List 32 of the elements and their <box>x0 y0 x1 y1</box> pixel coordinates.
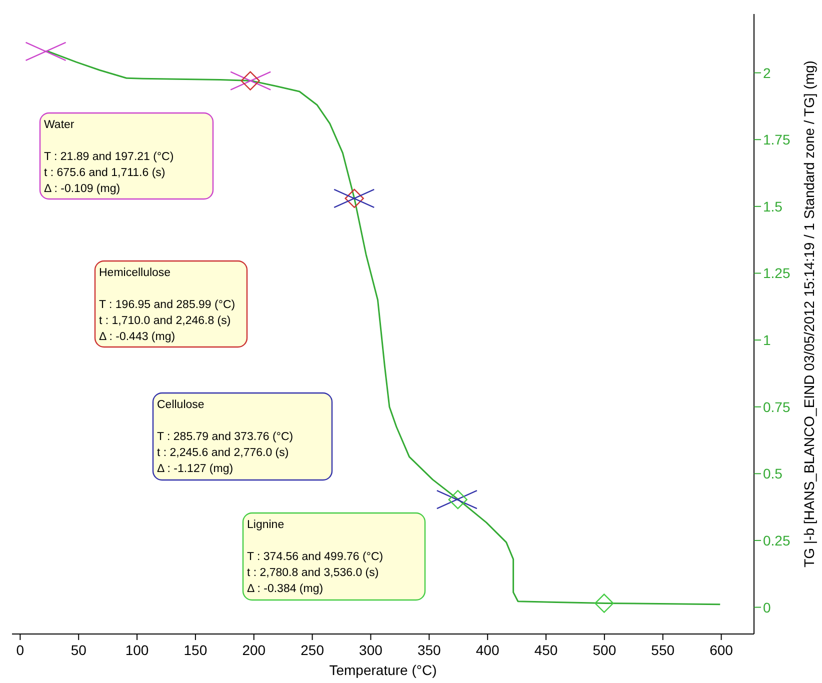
point <box>240 71 260 90</box>
y-tick-label: 1 <box>763 332 771 348</box>
y-tick-label: 1.25 <box>763 265 790 282</box>
text: Cellulose T : 285.79 and 373.76 (°C) t : 2,245.6 and 2,776.0 (s) Δ : -1.127 (mg) <box>157 399 294 475</box>
text: Hemicellulose T : 196.95 and 285.99 (°C) t : 1,710.0 and 2,246.8 (s) Δ : -0.443 (mg) <box>99 267 236 343</box>
x-tick-label: 400 <box>476 642 500 658</box>
x-tick-label: 50 <box>70 642 87 658</box>
x-tick-label: 300 <box>359 642 383 658</box>
text: Water T : 21.89 and 197.21 (°C) t : 675.6 and 1,711.6 (s) Δ : -0.109 (mg) <box>44 119 174 195</box>
point <box>344 188 364 208</box>
x-tick-label: 450 <box>534 642 558 658</box>
y-axis-title: TG |-b [HANS_BLANCO_EIND 03/05/2012 15:14:19 / 1 Standard zone / TG] (mg) <box>801 60 817 568</box>
y-tick-label: 0 <box>763 599 771 616</box>
text: Lignine T : 374.56 and 499.76 (°C) t : 2,780.8 and 3,536.0 (s) Δ : -0.384 (mg) <box>247 519 384 595</box>
x-tick-label: 100 <box>125 642 149 658</box>
y-tick-label: 0.5 <box>763 466 783 482</box>
x-tick-label: 550 <box>651 642 675 658</box>
x-tick-label: 250 <box>300 642 324 658</box>
y-tick-label: 0.25 <box>763 532 790 548</box>
y-tick-label: 2 <box>763 64 771 81</box>
x-tick-label: 600 <box>710 642 734 658</box>
x-tick-label: 0 <box>16 642 24 658</box>
x-tick-label: 500 <box>592 642 616 658</box>
y-tick-label: 1.5 <box>763 198 783 214</box>
point <box>448 490 468 510</box>
x-tick-label: 150 <box>184 642 208 658</box>
x-tick-label: 350 <box>417 642 442 658</box>
y-tick-label: 0.75 <box>763 398 790 415</box>
x-axis-title: Temperature (°C) <box>329 662 437 678</box>
point <box>594 594 614 613</box>
y-tick-label: 1.75 <box>763 132 790 148</box>
x-tick-label: 200 <box>242 642 266 658</box>
